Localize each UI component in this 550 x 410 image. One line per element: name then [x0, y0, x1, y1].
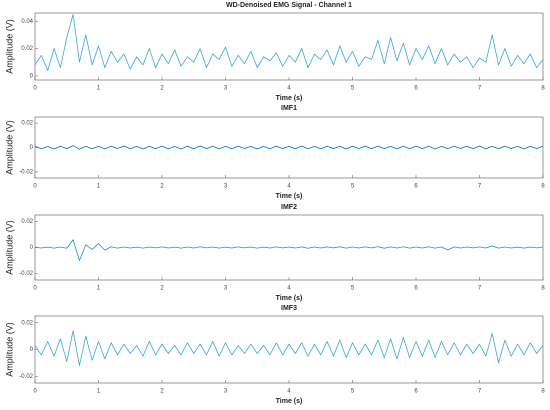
x-axis-label: Time (s) — [276, 193, 303, 200]
x-tick-label: 0 — [33, 86, 37, 92]
y-tick-label: 0 — [30, 73, 34, 79]
x-tick-label: 8 — [541, 184, 545, 190]
x-tick-label: 2 — [160, 86, 164, 92]
x-tick-label: 8 — [541, 86, 545, 92]
x-tick-label: 1 — [97, 184, 101, 190]
signal-line — [34, 330, 544, 366]
axes-box — [34, 214, 544, 281]
signal-line — [34, 13, 544, 71]
y-axis-label: Amplitude (V) — [4, 220, 14, 275]
x-tick-label: 1 — [97, 286, 101, 292]
x-tick-label: 5 — [351, 286, 355, 292]
x-tick-label: 4 — [287, 86, 291, 92]
x-tick-label: 2 — [160, 184, 164, 190]
chart-title: WD-Denoised EMG Signal - Channel 1 — [226, 2, 352, 9]
x-tick-label: 3 — [224, 86, 228, 92]
y-tick-label: -0.02 — [19, 271, 33, 277]
x-tick-label: 6 — [414, 389, 418, 395]
chart-title: IMF3 — [281, 305, 297, 312]
y-tick-label: -0.02 — [19, 169, 33, 175]
x-tick-label: 6 — [414, 286, 418, 292]
y-axis-label: Amplitude (V) — [4, 120, 14, 175]
y-tick-label: 0.02 — [21, 219, 33, 225]
x-tick-label: 1 — [97, 86, 101, 92]
x-tick-label: 2 — [160, 389, 164, 395]
y-axis-label: Amplitude (V) — [4, 19, 14, 74]
x-tick-label: 6 — [414, 184, 418, 190]
x-tick-label: 6 — [414, 86, 418, 92]
x-tick-label: 4 — [287, 389, 291, 395]
y-tick-label: 0.04 — [21, 19, 33, 25]
signal-line — [34, 145, 544, 150]
x-tick-label: 1 — [97, 389, 101, 395]
x-axis-label: Time (s) — [276, 398, 303, 405]
x-tick-label: 0 — [33, 184, 37, 190]
y-tick-label: 0.02 — [21, 46, 33, 52]
signal-line — [34, 239, 544, 261]
x-tick-label: 2 — [160, 286, 164, 292]
x-axis-label: Time (s) — [276, 95, 303, 102]
y-tick-label: 0 — [30, 347, 34, 353]
x-tick-label: 4 — [287, 286, 291, 292]
chart-title: IMF1 — [281, 105, 297, 112]
x-tick-label: 8 — [541, 286, 545, 292]
x-tick-label: 7 — [478, 286, 482, 292]
axes-box — [34, 315, 544, 384]
y-tick-label: 0.02 — [21, 320, 33, 326]
chart-title: IMF2 — [281, 204, 297, 211]
x-tick-label: 7 — [478, 389, 482, 395]
x-tick-label: 7 — [478, 86, 482, 92]
axes-box — [34, 12, 544, 81]
x-tick-label: 3 — [224, 286, 228, 292]
y-tick-label: 0 — [30, 245, 34, 251]
x-axis-label: Time (s) — [276, 295, 303, 302]
axes-box — [34, 116, 544, 179]
x-tick-label: 7 — [478, 184, 482, 190]
y-tick-label: -0.02 — [19, 374, 33, 380]
x-tick-label: 3 — [224, 184, 228, 190]
x-tick-label: 3 — [224, 389, 228, 395]
x-tick-label: 5 — [351, 389, 355, 395]
x-tick-label: 4 — [287, 184, 291, 190]
x-tick-label: 0 — [33, 286, 37, 292]
x-tick-label: 0 — [33, 389, 37, 395]
x-tick-label: 5 — [351, 184, 355, 190]
y-axis-label: Amplitude (V) — [4, 322, 14, 377]
x-tick-label: 5 — [351, 86, 355, 92]
y-tick-label: 0 — [30, 145, 34, 151]
y-tick-label: 0.02 — [21, 121, 33, 127]
x-tick-label: 8 — [541, 389, 545, 395]
